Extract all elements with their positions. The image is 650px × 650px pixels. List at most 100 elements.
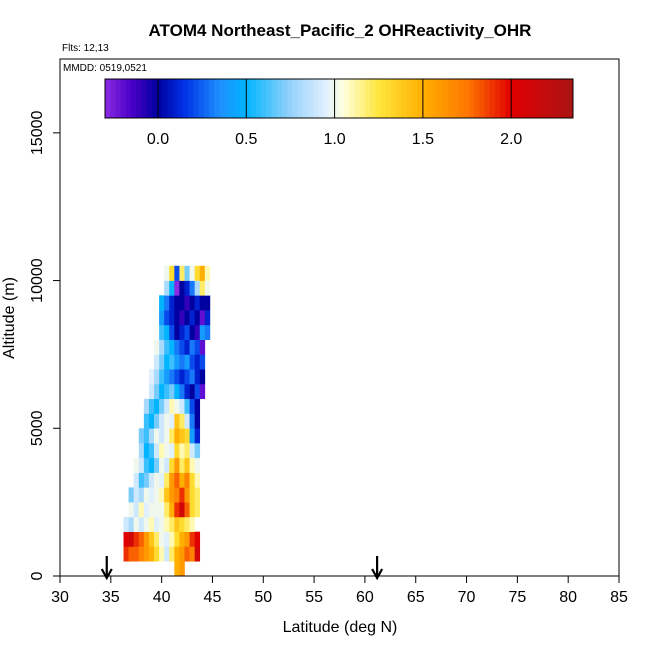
heatmap-cell — [189, 443, 195, 459]
heatmap-cell — [179, 310, 185, 326]
colorbar-segment — [521, 79, 527, 118]
heatmap-cell — [159, 487, 165, 503]
heatmap-cell — [199, 339, 206, 355]
heatmap-cell — [189, 531, 195, 547]
colorbar-segment — [292, 79, 298, 118]
heatmap-cell — [179, 457, 185, 473]
heatmap-cell — [169, 472, 175, 488]
heatmap-cell — [169, 413, 175, 429]
heatmap-cell — [194, 502, 201, 518]
colorbar-segment — [547, 79, 553, 118]
colorbar: 0.0 0.5 1.0 1.5 2.0 — [104, 78, 574, 148]
x-axis-label: Latitude (deg N) — [283, 619, 398, 636]
heatmap-cell — [169, 369, 175, 385]
heatmap-cell — [169, 280, 175, 296]
heatmap-cell — [154, 428, 160, 444]
heatmap-cell — [174, 487, 180, 503]
heatmap-cell — [184, 369, 190, 385]
heatmap-cell — [164, 502, 170, 518]
heatmap-cell — [194, 487, 201, 503]
colorbar-segment — [411, 79, 418, 118]
heatmap-cell — [159, 398, 165, 414]
heatmap-cell — [194, 546, 201, 562]
colorbar-segment — [474, 79, 480, 118]
heatmap-cell — [148, 413, 155, 429]
heatmap-cell — [143, 516, 150, 532]
heatmap-cell — [184, 310, 190, 326]
heatmap-cell — [179, 324, 185, 340]
heatmap-cell — [194, 339, 201, 355]
chart-title: ATOM4 Northeast_Pacific_2 OHReactivity_O… — [149, 21, 532, 40]
heatmap-cell — [148, 472, 155, 488]
heatmap-cell — [164, 457, 170, 473]
heatmap-cell — [194, 457, 201, 473]
heatmap-cell — [128, 502, 134, 518]
colorbar-segment — [307, 79, 314, 118]
heatmap-cell — [184, 428, 190, 444]
heatmap-cell — [148, 531, 155, 547]
heatmap-cell — [164, 443, 170, 459]
heatmap-cell — [184, 398, 190, 414]
x-tick-label: 40 — [153, 589, 171, 606]
heatmap-cell — [154, 472, 160, 488]
heatmap-cell — [179, 472, 185, 488]
heatmap-cell — [169, 265, 175, 281]
heatmap-cell — [143, 457, 150, 473]
heatmap-cell — [204, 265, 211, 281]
heatmap-cell — [159, 428, 165, 444]
heatmap-cell — [184, 280, 190, 296]
heatmap-cell — [154, 383, 160, 400]
colorbar-segment — [333, 79, 340, 118]
heatmap-cell — [174, 428, 180, 444]
heatmap-cell — [143, 428, 150, 444]
heatmap-cell — [179, 295, 185, 311]
heatmap-cell — [148, 502, 155, 518]
colorbar-segment — [515, 79, 522, 118]
y-tick-label: 5000 — [29, 410, 46, 446]
heatmap-cell — [179, 339, 185, 355]
heatmap-cell — [138, 516, 145, 532]
heatmap-cell — [199, 295, 206, 311]
heatmap-cell — [179, 398, 185, 414]
heatmap-cell — [179, 561, 185, 577]
colorbar-segment — [297, 79, 303, 118]
heatmap-cell — [128, 546, 134, 562]
heatmap-cell — [143, 531, 150, 547]
colorbar-segment — [203, 79, 210, 118]
heatmap-cell — [184, 457, 190, 473]
colorbar-segment — [427, 79, 433, 118]
heatmap-cell — [164, 354, 170, 370]
heatmap-cell — [164, 428, 170, 444]
heatmap-cell — [164, 516, 170, 532]
heatmap-cell — [194, 324, 201, 340]
heatmap-cell — [164, 280, 170, 296]
heatmap-cell — [159, 502, 165, 518]
heatmap-cell — [204, 295, 211, 311]
colorbar-segment — [422, 79, 428, 118]
y-axis: 0 5000 10000 15000 — [29, 111, 60, 580]
heatmap-cell — [194, 280, 201, 296]
heatmap-cell — [154, 531, 160, 547]
heatmap-cell — [194, 354, 201, 370]
heatmap-cell — [169, 295, 175, 311]
colorbar-segment — [536, 79, 543, 118]
colorbar-segment — [302, 79, 309, 118]
heatmap-cell — [159, 457, 165, 473]
heatmap-cell — [133, 531, 140, 547]
colorbar-segment — [281, 79, 288, 118]
heatmap-cell — [159, 324, 165, 340]
colorbar-segment — [552, 79, 558, 118]
colorbar-segment — [396, 79, 402, 118]
colorbar-segment — [339, 79, 345, 118]
heatmap-cell — [174, 339, 180, 355]
heatmap-cell — [179, 531, 185, 547]
flights-label: Flts: 12,13 — [62, 43, 109, 54]
heatmap-cell — [189, 354, 195, 370]
heatmap-cell — [174, 516, 180, 532]
colorbar-segment — [229, 79, 236, 118]
colorbar-segment — [131, 79, 137, 118]
heatmap-cell — [133, 516, 140, 532]
heatmap-cell — [199, 354, 206, 370]
heatmap-cell — [169, 324, 175, 340]
colorbar-segment — [448, 79, 454, 118]
